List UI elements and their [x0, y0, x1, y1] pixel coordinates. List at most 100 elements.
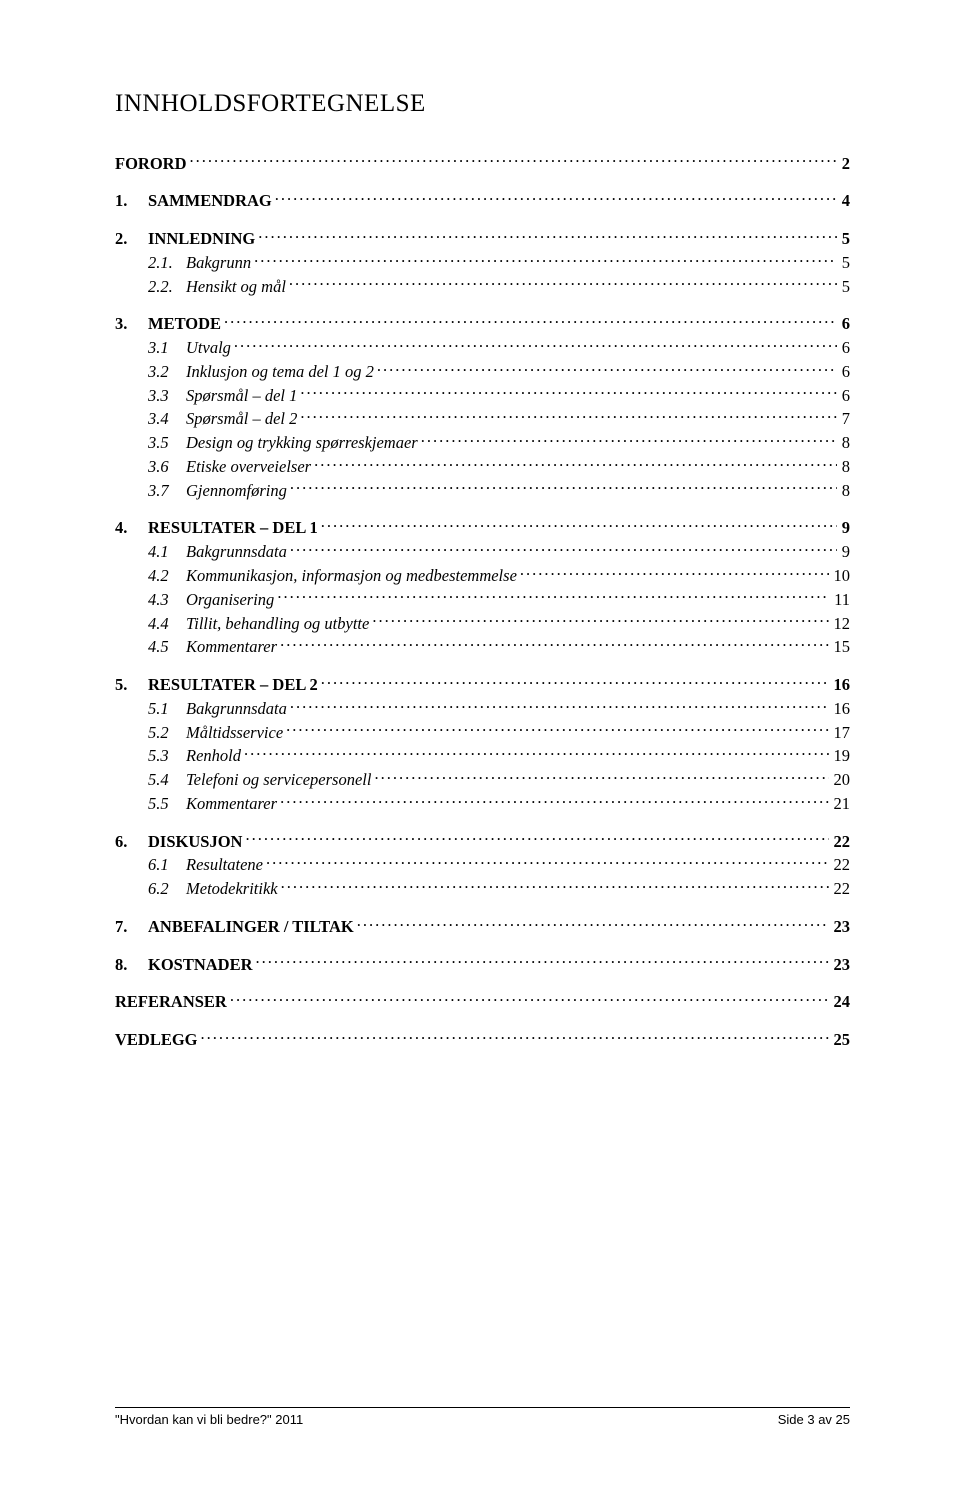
toc-entry-label: Tillit, behandling og utbytte [186, 613, 369, 635]
toc-leader-dots [275, 190, 837, 207]
toc-entry: 1.SAMMENDRAG4 [115, 190, 850, 213]
toc-entry-page: 22 [832, 831, 851, 853]
toc-entry: 3.METODE6 [115, 313, 850, 336]
toc-entry-label: RESULTATER – DEL 2 [148, 674, 318, 696]
toc-leader-dots [266, 854, 829, 871]
toc-entry-label: Etiske overveielser [186, 456, 311, 478]
toc-entry-number: 4.5 [148, 636, 186, 658]
toc-entry-number: 3.1 [148, 337, 186, 359]
toc-entry-label: Bakgrunnsdata [186, 541, 287, 563]
toc-leader-dots [290, 697, 829, 714]
toc-leader-dots [280, 636, 828, 653]
toc-leader-dots [224, 313, 837, 330]
toc-entry-page: 17 [832, 722, 851, 744]
toc-entry-number: 2.2. [148, 276, 186, 298]
toc-entry-label: Kommentarer [186, 636, 277, 658]
toc-entry-page: 6 [840, 313, 850, 335]
toc-entry: 4.3Organisering11 [115, 588, 850, 611]
toc-list: FORORD 2 1.SAMMENDRAG4 2.INNLEDNING52.1.Bak… [115, 152, 850, 1052]
toc-entry-label: Utvalg [186, 337, 231, 359]
toc-entry-page: 5 [840, 252, 850, 274]
toc-leader-dots [372, 612, 828, 629]
toc-entry-label: Kommunikasjon, informasjon og medbestemm… [186, 565, 517, 587]
toc-entry: 3.7Gjennomføring 8 [115, 479, 850, 502]
toc-leader-dots [280, 792, 828, 809]
toc-entry-page: 15 [832, 636, 851, 658]
toc-leader-dots [290, 541, 837, 558]
toc-entry-page: 25 [832, 1029, 851, 1051]
toc-entry-number: 3.7 [148, 480, 186, 502]
toc-entry-page: 8 [840, 480, 850, 502]
toc-leader-dots [190, 152, 837, 169]
toc-entry-number: 5. [115, 674, 148, 696]
toc-leader-dots [300, 384, 836, 401]
toc-leader-dots [321, 674, 829, 691]
toc-entry-page: 11 [832, 589, 850, 611]
toc-leader-dots [244, 745, 829, 762]
toc-entry-page: 2 [840, 153, 850, 175]
toc-entry-page: 9 [840, 541, 850, 563]
toc-entry-page: 16 [832, 674, 851, 696]
toc-entry: 3.5Design og trykking spørreskjemaer8 [115, 432, 850, 455]
toc-entry: 3.1Utvalg 6 [115, 337, 850, 360]
toc-entry-number: 6.1 [148, 854, 186, 876]
toc-entry-page: 19 [832, 745, 851, 767]
toc-entry-number: 8. [115, 954, 148, 976]
toc-entry: 5.2Måltidsservice17 [115, 721, 850, 744]
toc-entry-page: 22 [832, 854, 851, 876]
toc-leader-dots [254, 251, 837, 268]
toc-entry-page: 24 [832, 991, 851, 1013]
toc-entry: 5.5Kommentarer21 [115, 792, 850, 815]
toc-entry-label: RESULTATER – DEL 1 [148, 517, 318, 539]
toc-entry-page: 21 [832, 793, 851, 815]
toc-entry-number: 3.4 [148, 408, 186, 430]
toc-entry-page: 8 [840, 456, 850, 478]
toc-entry: 5.4Telefoni og servicepersonell20 [115, 769, 850, 792]
toc-entry-label: METODE [148, 313, 221, 335]
toc-entry-number: 7. [115, 916, 148, 938]
toc-entry-number: 5.4 [148, 769, 186, 791]
toc-leader-dots [245, 830, 828, 847]
toc-entry-label: Gjennomføring [186, 480, 287, 502]
footer-left-text: "Hvordan kan vi bli bedre?" 2011 [115, 1412, 303, 1427]
toc-leader-dots [201, 1029, 829, 1046]
toc-leader-dots [314, 455, 837, 472]
toc-entry: REFERANSER24 [115, 991, 850, 1014]
toc-entry: 6.DISKUSJON22 [115, 830, 850, 853]
footer-right-text: Side 3 av 25 [778, 1412, 850, 1427]
toc-entry-page: 5 [840, 228, 850, 250]
toc-entry: 4.5Kommentarer 15 [115, 636, 850, 659]
toc-entry-page: 6 [840, 337, 850, 359]
toc-entry-number: 6.2 [148, 878, 186, 900]
toc-entry: 4.4Tillit, behandling og utbytte12 [115, 612, 850, 635]
toc-entry: 4.1Bakgrunnsdata9 [115, 541, 850, 564]
toc-entry-page: 16 [832, 698, 851, 720]
toc-entry-label: Design og trykking spørreskjemaer [186, 432, 418, 454]
toc-entry-number: 5.5 [148, 793, 186, 815]
toc-heading: INNHOLDSFORTEGNELSE [115, 90, 850, 118]
toc-entry-label: Hensikt og mål [186, 276, 286, 298]
toc-entry: 2.1.Bakgrunn5 [115, 251, 850, 274]
toc-entry: 3.4Spørsmål – del 27 [115, 408, 850, 431]
toc-entry-label: FORORD [115, 153, 187, 175]
toc-entry-number: 5.1 [148, 698, 186, 720]
toc-entry-page: 5 [840, 276, 850, 298]
toc-entry-page: 20 [832, 769, 851, 791]
toc-entry-number: 4.3 [148, 589, 186, 611]
toc-entry: 5.3Renhold19 [115, 745, 850, 768]
toc-leader-dots [290, 479, 837, 496]
toc-leader-dots [256, 953, 829, 970]
toc-entry-label: Resultatene [186, 854, 263, 876]
toc-leader-dots [281, 878, 829, 895]
toc-entry-page: 9 [840, 517, 850, 539]
toc-entry-label: ANBEFALINGER / TILTAK [148, 916, 354, 938]
toc-entry: 8.KOSTNADER23 [115, 953, 850, 976]
toc-entry: 5.1Bakgrunnsdata16 [115, 697, 850, 720]
toc-entry-label: Metodekritikk [186, 878, 278, 900]
toc-entry-label: KOSTNADER [148, 954, 253, 976]
toc-leader-dots [277, 588, 829, 605]
toc-entry-page: 6 [840, 361, 850, 383]
toc-entry: FORORD 2 [115, 152, 850, 175]
toc-entry-page: 10 [832, 565, 851, 587]
toc-entry: 2.INNLEDNING5 [115, 228, 850, 251]
